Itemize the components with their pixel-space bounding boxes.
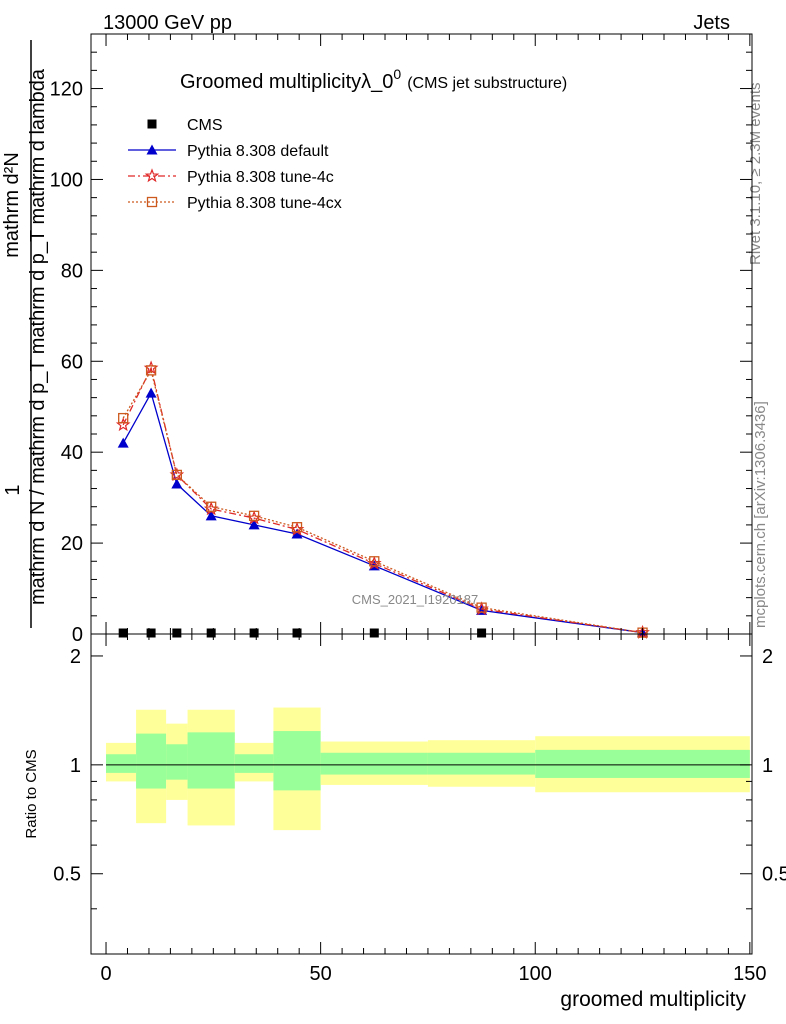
data-point xyxy=(291,528,303,539)
main-y-tick-label: 80 xyxy=(61,260,83,282)
chart-subtitle: (CMS jet substructure) xyxy=(407,75,567,92)
mcplots-side-label: mcplots.cern.ch [arXiv:1306.3436] xyxy=(752,401,769,628)
data-point xyxy=(145,365,157,376)
x-axis-label: groomed multiplicity xyxy=(560,988,746,1011)
ratio-plot-frame xyxy=(90,633,753,955)
data-point xyxy=(206,628,216,638)
ratio-y-tick-label-right: 2 xyxy=(762,646,773,668)
main-y-ticks: 0 20 40 60 80 100 120 xyxy=(50,51,752,646)
chart-title-sup: 0 xyxy=(393,66,401,82)
ratio-inner-band xyxy=(273,731,321,791)
ratio-y-tick-label-right: 0.5 xyxy=(762,864,786,886)
data-point xyxy=(205,510,217,521)
main-data-marks xyxy=(115,360,650,639)
data-point xyxy=(117,437,129,448)
x-tick-label: 100 xyxy=(519,963,552,985)
ratio-inner-band xyxy=(136,733,167,789)
data-point xyxy=(144,168,160,183)
series-0 xyxy=(118,628,487,638)
data-point xyxy=(248,510,260,521)
legend-label: Pythia 8.308 tune-4c xyxy=(187,169,334,186)
main-plot: CMS_2021_I1920187 0 20 40 60 80 100 120 Groome… xyxy=(1,33,753,646)
legend-label: Pythia 8.308 default xyxy=(187,143,329,160)
ratio-x-ticks: 0 50 100 150 xyxy=(100,634,767,985)
chart-title: Groomed multiplicityλ_00 (CMS jet substru… xyxy=(180,66,567,93)
ratio-y-label: Ratio to CMS xyxy=(23,749,40,838)
ratio-y-ticks: 0.5 0.5 1 1 2 2 xyxy=(53,646,786,910)
ratio-y-tick-label: 0.5 xyxy=(53,864,81,886)
data-point xyxy=(171,469,182,481)
data-point xyxy=(477,628,487,638)
data-point xyxy=(171,478,183,489)
data-point xyxy=(248,519,260,530)
ratio-inner-band xyxy=(166,744,188,780)
data-point xyxy=(206,501,217,512)
ratio-y-tick-label: 1 xyxy=(70,755,81,777)
rivet-side-label: Rivet 3.1.10, ≥ 2.3M events xyxy=(747,83,764,266)
watermark-label: CMS_2021_I1920187 xyxy=(352,592,479,607)
ratio-inner-band xyxy=(427,752,536,775)
data-point xyxy=(145,387,157,398)
data-point xyxy=(146,628,156,638)
ratio-y-tick-label: 2 xyxy=(70,646,81,668)
main-y-tick-label: 120 xyxy=(50,79,83,101)
legend-label: CMS xyxy=(187,117,223,134)
y-label-numerator: mathrm d²N xyxy=(1,152,23,258)
data-point xyxy=(146,144,158,155)
ratio-plot: 0.5 0.5 1 1 2 2 0 50 100 150 Ratio to CMS groome… xyxy=(23,633,786,1011)
header-left-label: 13000 GeV pp xyxy=(103,12,232,34)
y-label-top: 1 xyxy=(2,484,24,495)
x-tick-label: 50 xyxy=(310,963,332,985)
main-x-ticks xyxy=(105,34,751,634)
chart-title-main: Groomed multiplicityλ_0 xyxy=(180,71,393,93)
ratio-y-tick-label-right: 1 xyxy=(762,755,773,777)
ratio-inner-band xyxy=(320,752,428,775)
ratio-inner-band xyxy=(106,754,137,773)
data-point xyxy=(249,628,259,638)
header-right-label: Jets xyxy=(693,12,730,34)
data-point xyxy=(369,556,380,567)
main-y-tick-label: 20 xyxy=(61,533,83,555)
data-point xyxy=(118,628,128,638)
series-line xyxy=(122,368,643,634)
series-3 xyxy=(118,365,648,638)
data-point xyxy=(476,602,487,613)
ratio-inner-band xyxy=(535,749,750,778)
x-tick-label: 150 xyxy=(733,963,766,985)
data-point xyxy=(369,628,379,638)
data-point xyxy=(146,196,158,208)
main-y-tick-label: 100 xyxy=(50,169,83,191)
y-label-denominator: mathrm d N / mathrm d p_T mathrm d p_T m… xyxy=(27,68,49,605)
main-y-label: 1 mathrm d²N mathrm d N / mathrm d p_T m… xyxy=(1,40,49,628)
main-y-tick-label: 0 xyxy=(72,624,83,646)
main-y-tick-label: 40 xyxy=(61,442,83,464)
data-point xyxy=(172,628,182,638)
ratio-bands xyxy=(106,707,750,831)
x-tick-label: 0 xyxy=(100,963,111,985)
ratio-inner-band xyxy=(234,754,274,773)
ratio-inner-band xyxy=(187,732,235,789)
main-y-tick-label: 60 xyxy=(61,351,83,373)
series-line xyxy=(122,366,643,634)
data-point xyxy=(292,628,302,638)
legend-label: Pythia 8.308 tune-4cx xyxy=(187,195,342,212)
data-point xyxy=(118,412,129,424)
legend: CMS Pythia 8.308 default Pythia 8.308 tune… xyxy=(128,117,342,212)
data-point xyxy=(291,522,303,533)
data-point xyxy=(147,119,157,129)
